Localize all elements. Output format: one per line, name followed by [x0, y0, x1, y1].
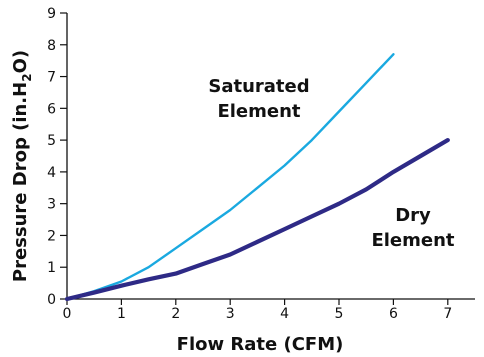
dry-element-label-line: Dry: [395, 205, 431, 226]
y-tick-label: 8: [47, 38, 56, 54]
x-tick-label: 7: [443, 306, 452, 322]
y-axis-title-end: O): [10, 50, 31, 74]
y-axis-title-main: Pressure Drop (in.H: [10, 82, 31, 282]
y-tick-label: 7: [47, 70, 56, 86]
x-tick-label: 3: [226, 306, 235, 322]
x-tick-label: 6: [389, 306, 398, 322]
saturated-element-label-line: Saturated: [208, 76, 309, 97]
x-tick-label: 2: [171, 306, 180, 322]
chart-axes: [66, 13, 475, 300]
y-tick-label: 6: [47, 101, 56, 117]
series-line-dry: [64, 138, 450, 302]
chart-ticks: 0 1 2 3 4 5 6 7 8 9 0 1 2 3 4 5 6 7: [47, 6, 452, 322]
x-tick-label: 0: [63, 306, 72, 322]
series-line-saturated: [65, 53, 395, 301]
y-axis-title: Pressure Drop (in.H2O): [10, 50, 34, 282]
saturated-element-label-line: Element: [217, 101, 300, 122]
x-tick-label: 1: [117, 306, 126, 322]
x-axis-title: Flow Rate (CFM): [177, 334, 344, 355]
y-tick-label: 9: [47, 6, 56, 22]
y-tick-label: 1: [47, 260, 56, 276]
dry-element-label-line: Element: [371, 230, 454, 251]
y-tick-label: 4: [47, 165, 56, 181]
y-tick-label: 3: [47, 197, 56, 213]
y-tick-label: 0: [47, 292, 56, 308]
chart-labels: Saturated Element Dry Element: [208, 76, 455, 251]
y-tick-label: 2: [47, 228, 56, 244]
x-tick-label: 5: [335, 306, 344, 322]
y-axis-title-subscript: 2: [20, 73, 34, 81]
x-tick-label: 4: [280, 306, 289, 322]
y-tick-label: 5: [47, 133, 56, 149]
chart-series: [64, 53, 450, 302]
